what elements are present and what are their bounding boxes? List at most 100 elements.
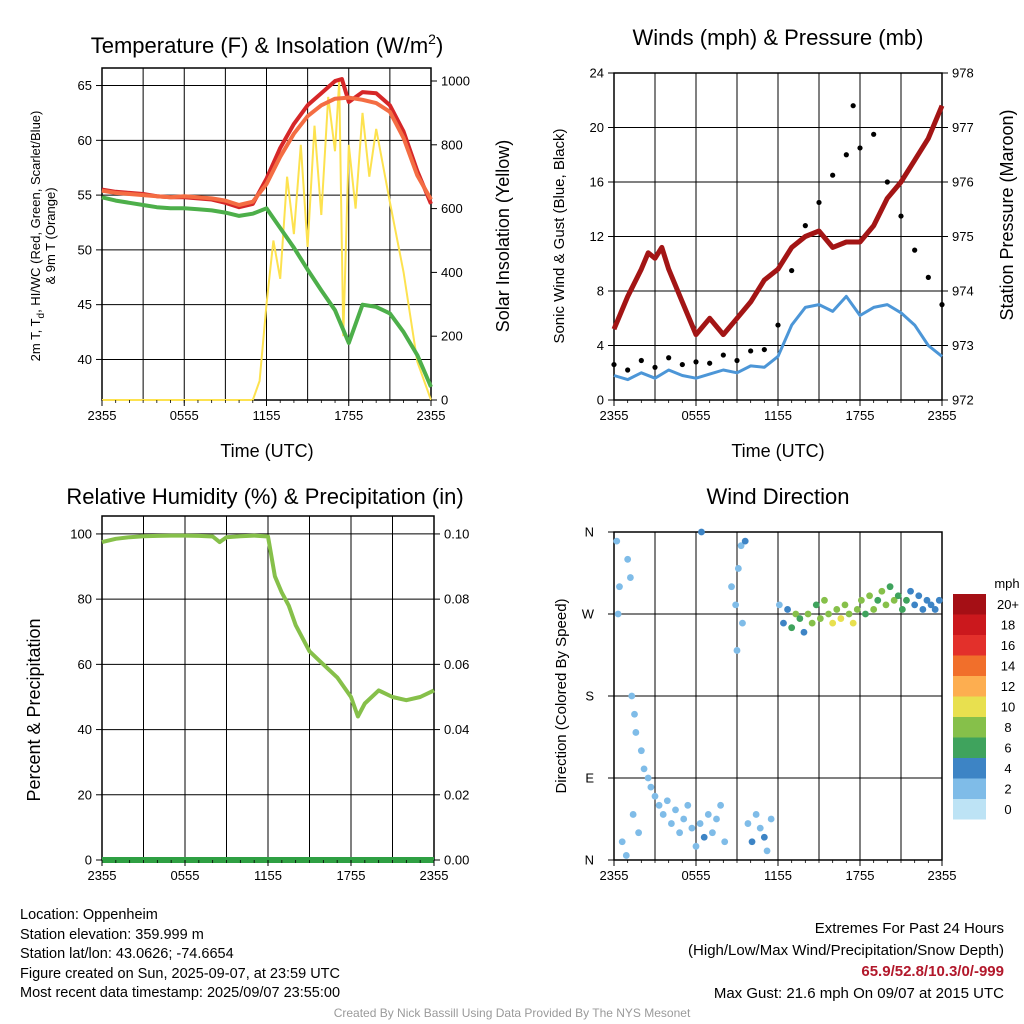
dir-xtick-label: 0555 [682,868,711,883]
extremes-values: 65.9/52.8/10.3/0/-999 [861,963,1004,980]
wind-ylabel-right: Station Pressure (Maroon) [997,109,1017,320]
direction-point [841,601,849,609]
rh-title: Relative Humidity (%) & Precipitation (i… [66,484,463,509]
direction-point [931,606,939,613]
winds-panel: 0 4 8 12 16 20 24 972 973 974 975 976 977 978 2355 0555… [551,25,1017,461]
wind-xtick-label: 2355 [928,408,957,423]
colorbar-swatch [953,778,986,799]
rh-ytick-label: 0 [85,853,92,868]
colorbar-level-label: 8 [1004,720,1011,735]
direction-point [732,601,740,609]
direction-point [644,774,652,782]
direction-point [659,811,667,818]
direction-point [808,619,816,627]
temp-ylabel-2: & 9m T (Orange) [43,187,58,284]
rh-ytick-right-label: 0.08 [444,592,469,607]
wind-ytick-label: 24 [590,66,604,81]
dir-ytick-label: S [585,689,594,704]
gust-point [693,359,699,365]
rh-ytick-right-label: 0.00 [444,853,469,868]
direction-point [704,811,712,818]
wind-ytick-label: 20 [590,120,604,135]
direction-point [935,596,943,604]
rh-xtick-label: 1155 [254,868,282,883]
temp-xtick-label: 1755 [334,408,363,423]
dir-ytick-label: N [585,853,594,868]
dir-xtick-label: 2355 [600,868,629,883]
direction-point [637,747,645,755]
direction-point [680,815,688,823]
direction-point [886,583,894,591]
gust-point [638,357,644,364]
gust-point [652,364,658,370]
credit-text: Created By Nick Bassill Using Data Provi… [333,1006,691,1020]
rh-ytick-right-label: 0.04 [444,722,469,737]
temp-ytick-label: 40 [78,352,92,367]
temp-xtick-label: 2355 [88,408,117,423]
direction-point [756,824,764,832]
gust-point [816,199,822,206]
colorbar-level-label: 16 [1001,638,1015,653]
direction-point [878,587,886,595]
created-text: Figure created on Sun, 2025-09-07, at 23… [20,965,340,982]
direction-point [655,801,663,809]
gust-point [611,361,617,368]
direction-point [927,601,935,609]
direction-point [862,610,869,618]
rh-ytick-label: 80 [78,592,92,607]
rh-ytick-label: 100 [70,526,92,541]
gust-point [789,267,795,274]
temp-xlabel: Time (UTC) [220,441,313,461]
direction-point [874,596,882,604]
wind-ytick-right-label: 978 [952,66,974,81]
gust-point [734,357,740,364]
extremes-title: Extremes For Past 24 Hours [814,920,1004,937]
extremes-info: Extremes For Past 24 Hours (High/Low/Max… [688,918,1004,1004]
direction-point [737,542,745,550]
direction-point [672,806,679,814]
direction-point [775,601,783,609]
rh-xtick-label: 2355 [420,868,449,883]
direction-point [713,815,720,823]
dir-xtick-label: 2355 [928,868,957,883]
rh-ytick-label: 60 [78,657,92,672]
colorbar-level-label: 6 [1004,741,1011,756]
wind-ytick-label: 12 [590,229,604,244]
colorbar-swatch [953,635,986,656]
colorbar-level-label: 12 [1001,679,1015,694]
direction-point [857,596,865,604]
direction-point [752,811,760,818]
direction-point [684,801,692,809]
direction-point [635,829,642,837]
wind-xtick-label: 1155 [764,408,792,423]
gust-point [843,152,849,158]
temp-ytick-right-label: 800 [441,137,463,152]
direction-point [923,596,931,604]
direction-point [845,610,853,618]
temp-xtick-label: 0555 [170,408,199,423]
direction-point [796,615,804,622]
rh-ytick-right-label: 0.02 [444,787,469,802]
direction-point [618,838,626,846]
temp-ytick-right-label: 200 [441,329,463,344]
temp-ytick-label: 55 [78,188,92,203]
gust-point [707,360,713,366]
direction-point [833,606,841,613]
temperature-series-line [101,95,433,207]
gust-point [850,103,856,109]
direction-point [748,838,756,846]
rh-xtick-label: 2355 [88,868,117,883]
direction-point [870,606,878,613]
temp-xtick-label: 2355 [417,408,446,423]
temp-ylabel-1: 2m T, Td, HI/WC (Red, Green, Scarlet/Blu… [28,111,47,362]
direction-point [767,815,775,823]
wind-direction-panel: N E S W N 2355 0555 1155 1755 2355 Wind Direction D… [553,484,1020,883]
colorbar-swatch [953,799,986,820]
gust-point [912,247,918,253]
direction-point [632,729,640,736]
direction-point [663,797,671,805]
rh-xtick-label: 0555 [171,868,200,883]
wind-xtick-label: 0555 [682,408,711,423]
gust-point [761,346,767,353]
temp-ytick-label: 65 [78,78,92,93]
